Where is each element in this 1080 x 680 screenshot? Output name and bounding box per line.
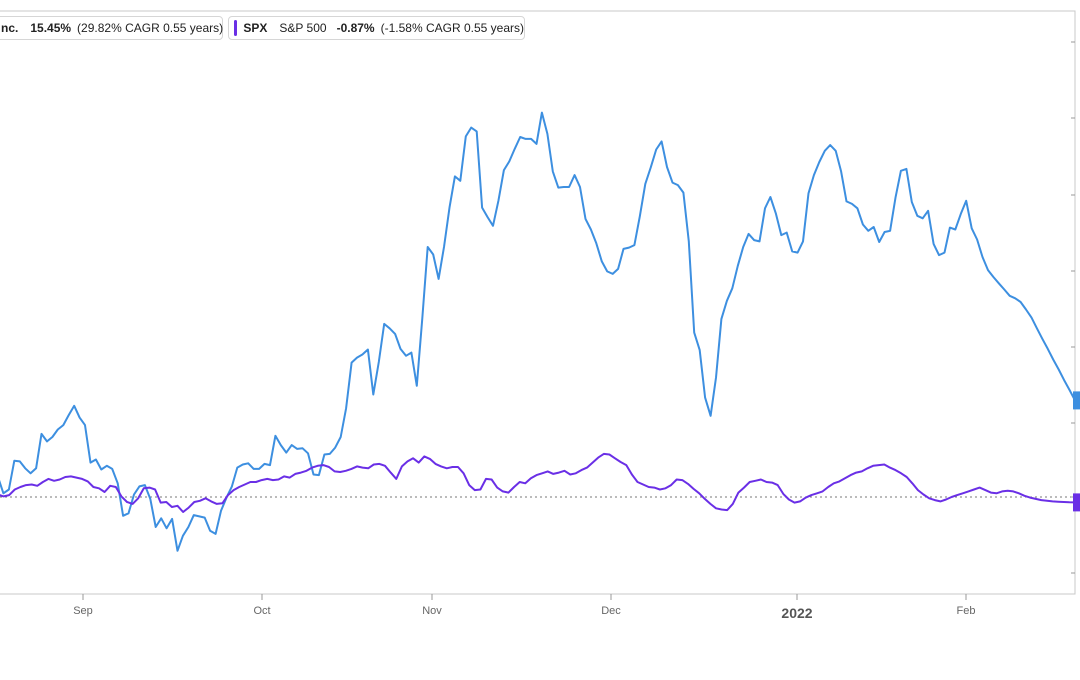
- legend-cagr: (-1.58% CAGR 0.55 years): [380, 21, 524, 35]
- x-tick-label: Feb: [957, 605, 976, 617]
- legend-swatch: [234, 20, 238, 36]
- x-axis: Sep Oct Nov Dec 2022 Feb: [73, 594, 975, 621]
- y-axis-ticks: [1071, 41, 1075, 574]
- plot-frame: [0, 10, 1076, 595]
- legend-name: S&P 500: [279, 21, 327, 35]
- legend-item-stock[interactable]: nc. 15.45% (29.82% CAGR 0.55 years): [0, 16, 223, 40]
- legend-symbol: nc.: [1, 21, 19, 35]
- legend-change: -0.87%: [336, 21, 375, 35]
- legend-item-spx[interactable]: SPX S&P 500 -0.87% (-1.58% CAGR 0.55 yea…: [228, 16, 525, 40]
- legend-change: 15.45%: [30, 21, 72, 35]
- legend-cagr: (29.82% CAGR 0.55 years): [77, 21, 224, 35]
- x-tick-label: Dec: [601, 605, 621, 617]
- x-tick-label: Nov: [422, 605, 442, 617]
- x-tick-label: 2022: [781, 605, 812, 621]
- series-layer: [0, 111, 1076, 552]
- series-line-0: [0, 111, 1076, 552]
- legend-symbol: SPX: [243, 21, 268, 35]
- end-markers: [1073, 391, 1080, 512]
- end-marker-0: [1073, 391, 1080, 410]
- x-tick-label: Sep: [73, 605, 93, 617]
- x-tick-label: Oct: [253, 605, 270, 617]
- series-line-1: [0, 452, 1076, 513]
- end-marker-1: [1073, 493, 1080, 512]
